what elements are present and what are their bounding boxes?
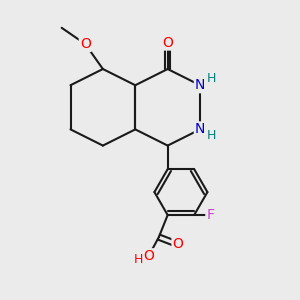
Text: H: H: [207, 129, 216, 142]
Text: O: O: [143, 249, 154, 263]
Text: O: O: [80, 37, 91, 51]
Text: O: O: [162, 35, 173, 50]
Text: F: F: [206, 208, 214, 222]
Text: O: O: [172, 238, 183, 251]
Text: H: H: [134, 253, 143, 266]
Text: H: H: [207, 72, 216, 85]
Text: N: N: [195, 122, 205, 136]
Text: N: N: [195, 78, 205, 92]
